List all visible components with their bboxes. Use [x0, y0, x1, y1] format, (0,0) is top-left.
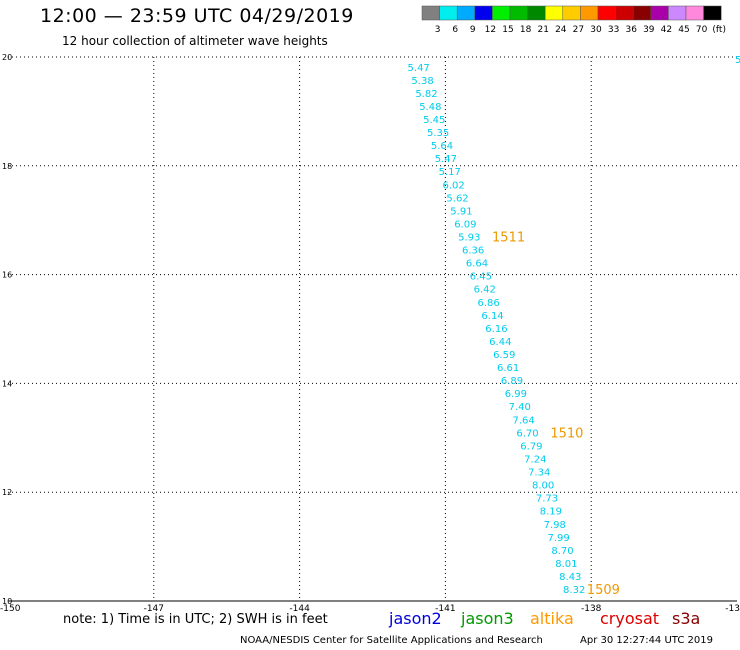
wave-height-value: 5.38	[411, 76, 433, 87]
lon-tick-label: -13	[725, 604, 740, 614]
page-title: 12:00 — 23:59 UTC 04/29/2019	[40, 5, 354, 27]
legend-tick-label: 24	[555, 25, 567, 35]
legend-tick-label: 70	[696, 25, 708, 35]
satellite-altika-label: altika	[530, 609, 574, 628]
wave-height-value: 8.00	[532, 481, 554, 492]
legend-tick-label: 42	[661, 25, 672, 35]
wave-height-value: 6.36	[462, 246, 484, 257]
wave-height-value: 7.34	[528, 468, 550, 479]
legend-tick-label: 12	[485, 25, 496, 35]
wave-height-value: 6.16	[485, 324, 507, 335]
wave-height-value: 6.64	[466, 259, 488, 270]
wave-height-value: 7.99	[548, 533, 570, 544]
wave-height-value: 8.01	[555, 559, 577, 570]
wave-height-value: 5.93	[458, 233, 480, 244]
color-scale-legend: 3 6 9 12 15 18 21 24 27 30 33 36 39 42 45 70 (ft)	[421, 5, 726, 35]
wave-height-value: 6.45	[470, 272, 492, 283]
legend-tick-label: 33	[608, 25, 619, 35]
legend-tick-label: 3	[435, 25, 441, 35]
wave-height-value: 7.24	[524, 454, 546, 465]
wave-height-value: 6.61	[497, 363, 519, 374]
legend-swatch	[703, 5, 722, 21]
lon-tick-label: -150	[0, 604, 21, 614]
pass-number-label: 1509	[587, 583, 620, 598]
legend-tick-label: 30	[590, 25, 602, 35]
wave-height-value: 5.64	[431, 141, 453, 152]
wave-height-value: 5.82	[415, 89, 437, 100]
wave-height-value: 6.02	[443, 180, 465, 191]
credit-line: NOAA/NESDIS Center for Satellite Applica…	[240, 635, 543, 646]
wave-height-value: 7.64	[513, 415, 535, 426]
wave-height-value: 6.70	[516, 428, 538, 439]
lon-tick-label: -144	[289, 604, 310, 614]
wave-height-value: 7.98	[544, 520, 566, 531]
footer-note: note: 1) Time is in UTC; 2) SWH is in fe…	[63, 612, 328, 627]
lat-tick-label: 10	[2, 597, 12, 606]
wave-height-value: 6.14	[481, 311, 503, 322]
wave-height-value: 5.91	[450, 206, 472, 217]
wave-height-value: 5.62	[446, 193, 468, 204]
legend-tick-label: 6	[452, 25, 458, 35]
wave-height-value: 6.86	[478, 298, 500, 309]
legend-tick-label: 21	[537, 25, 548, 35]
legend-tick-label: 18	[520, 25, 532, 35]
satellite-jason2-label: jason2	[389, 609, 442, 628]
wave-height-value: 8.19	[540, 507, 562, 518]
legend-tick-label: 39	[643, 25, 655, 35]
wave-height-value: 6.42	[474, 285, 496, 296]
wave-height-value: 5.47	[435, 154, 457, 165]
legend-tick-label: 9	[470, 25, 476, 35]
legend-tick-label: 15	[502, 25, 513, 35]
wave-height-value: 6.59	[493, 350, 515, 361]
legend-tick-label: 45	[678, 25, 689, 35]
wave-height-value: 6.99	[505, 389, 527, 400]
edge-track-fragment: 5	[735, 55, 740, 66]
pass-number-label: 1511	[492, 231, 525, 246]
wave-height-value: 5.17	[439, 167, 461, 178]
lon-tick-label: -147	[144, 604, 164, 614]
wave-height-value: 5.48	[419, 102, 441, 113]
wave-height-value: 6.79	[520, 441, 542, 452]
legend-tick-label: 27	[573, 25, 584, 35]
wave-height-value: 5.45	[423, 115, 445, 126]
lat-tick-label: 18	[2, 162, 12, 171]
lon-tick-label: -138	[581, 604, 602, 614]
wave-height-value: 8.70	[551, 546, 573, 557]
wave-height-value: 6.44	[489, 337, 511, 348]
legend-tick-label: (ft)	[712, 25, 726, 35]
legend-tick-label: 36	[625, 25, 637, 35]
pass-number-label: 1510	[550, 426, 583, 441]
wave-height-value: 6.09	[454, 219, 476, 230]
wave-height-value: 7.40	[509, 402, 531, 413]
lat-tick-label: 12	[2, 488, 12, 497]
lat-tick-label: 20	[2, 53, 12, 62]
satellite-s3a-label: s3a	[672, 609, 701, 628]
wave-height-value: 8.32	[563, 585, 585, 596]
lat-tick-label: 14	[2, 379, 12, 388]
lat-tick-label: 16	[2, 271, 12, 280]
wave-height-value: 5.47	[408, 63, 430, 74]
wave-height-value: 6.89	[501, 376, 523, 387]
wave-height-value: 8.43	[559, 572, 581, 583]
timestamp: Apr 30 12:27:44 UTC 2019	[580, 635, 713, 646]
wave-height-value: 5.35	[427, 128, 449, 139]
wave-height-value: 7.73	[536, 494, 558, 505]
lon-tick-label: -141	[435, 604, 455, 614]
page-subtitle: 12 hour collection of altimeter wave hei…	[62, 34, 328, 48]
satellite-jason3-label: jason3	[461, 609, 514, 628]
satellite-cryosat-label: cryosat	[600, 609, 660, 628]
